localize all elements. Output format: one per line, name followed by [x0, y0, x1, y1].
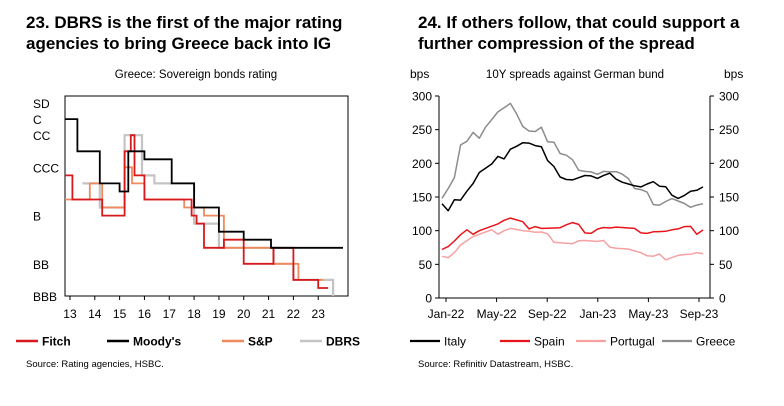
rating-legend-label-s-p: S&P: [248, 335, 273, 349]
rating-y-tick-cc: CC: [33, 129, 51, 143]
spread-y-label-left: bps: [410, 67, 429, 81]
rating-title-line1: 23. DBRS is the first of the major ratin…: [26, 13, 343, 32]
spread-x-tick-jan-23: Jan-23: [579, 307, 616, 321]
rating-panel: 23. DBRS is the first of the major ratin…: [16, 12, 376, 370]
spread-y-tick-left-50: 50: [419, 258, 433, 272]
spread-y-tick-left-100: 100: [412, 224, 432, 238]
spread-series-spain: [441, 217, 704, 251]
rating-chart: Greece: Sovereign bonds ratingSDCCCCCCBB…: [16, 69, 360, 349]
rating-x-tick-19: 19: [212, 307, 226, 321]
spread-y-tick-left-300: 300: [412, 90, 432, 104]
rating-y-tick-b: B: [33, 210, 41, 224]
rating-title-line2: agencies to bring Greece back into IG: [26, 34, 332, 53]
spread-title-line2: further compression of the spread: [418, 34, 695, 53]
spread-panel: 24. If others follow, that could support…: [392, 0, 784, 406]
spread-x-tick-jan-22: Jan-22: [428, 307, 465, 321]
spread-y-tick-right-300: 300: [719, 90, 739, 104]
spread-y-tick-right-50: 50: [719, 258, 733, 272]
rating-legend-label-fitch: Fitch: [42, 335, 71, 349]
rating-x-tick-13: 13: [63, 307, 77, 321]
spread-legend-label-portugal: Portugal: [610, 335, 655, 349]
spread-source: Source: Refinitiv Datastream, HSBC.: [418, 359, 574, 370]
rating-y-tick-bbb: BBB: [33, 290, 57, 304]
spread-series-italy: [441, 141, 704, 212]
spread-y-tick-left-0: 0: [425, 292, 432, 306]
rating-legend-label-moody-s: Moody's: [133, 335, 182, 349]
spread-series-portugal: [441, 227, 704, 261]
rating-y-tick-c: C: [33, 113, 42, 127]
rating-x-tick-18: 18: [187, 307, 201, 321]
spread-series-greece: [441, 102, 704, 209]
rating-x-tick-21: 21: [262, 307, 276, 321]
spread-y-tick-left-150: 150: [412, 191, 432, 205]
rating-plot-frame: [64, 95, 349, 297]
spread-chart-title: 10Y spreads against German bund: [486, 69, 664, 81]
rating-series-moody-s: [65, 118, 343, 249]
rating-y-tick-sd: SD: [33, 97, 50, 111]
spread-chart: 10Y spreads against German bund bps bps 0 0 5…: [410, 67, 743, 349]
spread-y-tick-right-200: 200: [719, 157, 739, 171]
rating-y-tick-bb: BB: [33, 258, 49, 272]
spread-y-tick-left-250: 250: [412, 123, 432, 137]
spread-legend-label-italy: Italy: [444, 335, 466, 349]
rating-x-tick-22: 22: [287, 307, 301, 321]
rating-panel-title: 23. DBRS is the first of the major ratin…: [26, 12, 376, 54]
spread-y-tick-right-0: 0: [719, 292, 726, 306]
spread-y-tick-right-150: 150: [719, 191, 739, 205]
spread-legend-label-spain: Spain: [534, 335, 565, 349]
spread-x-tick-may-23: May-23: [628, 307, 668, 321]
spread-y-tick-right-250: 250: [719, 123, 739, 137]
rating-chart-title: Greece: Sovereign bonds rating: [115, 69, 277, 81]
rating-x-tick-17: 17: [163, 307, 177, 321]
spread-y-label-right: bps: [724, 67, 743, 81]
rating-x-tick-23: 23: [312, 307, 326, 321]
rating-series-fitch: [65, 134, 329, 289]
rating-y-tick-ccc: CCC: [33, 161, 59, 175]
rating-x-tick-15: 15: [113, 307, 127, 321]
spread-y-tick-right-100: 100: [719, 224, 739, 238]
spread-x-tick-may-22: May-22: [477, 307, 517, 321]
spread-title-line1: 24. If others follow, that could support…: [418, 13, 740, 32]
spread-x-tick-sep-23: Sep-23: [680, 307, 719, 321]
spread-panel-title: 24. If others follow, that could support…: [418, 12, 768, 54]
rating-source: Source: Rating agencies, HSBC.: [26, 359, 164, 370]
spread-legend-label-greece: Greece: [696, 335, 736, 349]
rating-x-tick-16: 16: [138, 307, 152, 321]
spread-y-tick-left-200: 200: [412, 157, 432, 171]
rating-x-tick-20: 20: [237, 307, 251, 321]
spread-x-tick-sep-22: Sep-22: [528, 307, 567, 321]
rating-x-tick-14: 14: [88, 307, 102, 321]
rating-legend-label-dbrs: DBRS: [326, 335, 360, 349]
